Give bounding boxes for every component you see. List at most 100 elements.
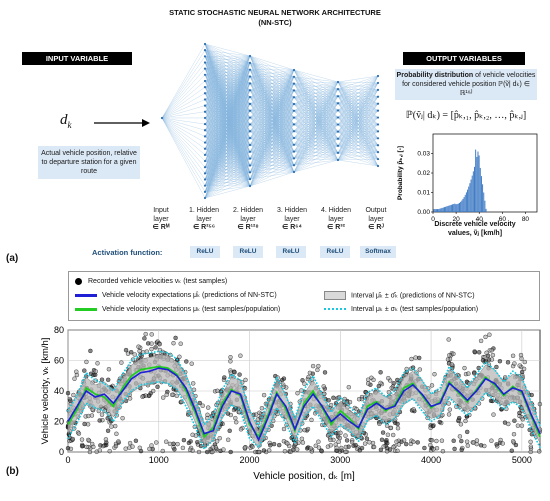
nn-neuron	[292, 170, 296, 174]
nn-connection	[204, 55, 251, 149]
recorded-point	[147, 393, 152, 398]
nn-connection	[293, 152, 339, 173]
recorded-point	[519, 369, 525, 375]
mini-bar	[459, 202, 460, 212]
recorded-point	[396, 442, 402, 447]
nn-connection	[204, 83, 251, 143]
nn-neuron	[203, 92, 207, 95]
legend-dot-icon	[75, 277, 82, 285]
recorded-point	[195, 440, 200, 445]
nn-connection	[293, 117, 339, 146]
recorded-point	[193, 433, 199, 438]
recorded-point	[487, 332, 492, 337]
recorded-point	[89, 413, 95, 418]
nn-neuron	[292, 136, 296, 140]
nn-connection	[293, 131, 339, 139]
recorded-point	[119, 360, 124, 365]
nn-connection	[249, 69, 295, 187]
recorded-point	[309, 417, 314, 423]
recorded-point	[106, 377, 111, 382]
nn-connection	[293, 81, 339, 173]
nn-connection	[204, 83, 251, 199]
nn-neuron	[203, 104, 207, 107]
nn-neuron	[203, 141, 207, 144]
recorded-point	[160, 448, 165, 454]
nn-connection	[249, 69, 295, 152]
recorded-point	[510, 353, 516, 358]
recorded-point	[459, 447, 464, 452]
recorded-point	[305, 426, 311, 432]
mini-bar	[474, 166, 475, 212]
recorded-point	[386, 376, 391, 381]
recorded-point	[371, 444, 377, 450]
output-variables-label: OUTPUT VARIABLES	[403, 52, 525, 65]
recorded-point	[72, 376, 77, 381]
recorded-point	[172, 447, 177, 452]
nn-neuron	[248, 89, 252, 92]
recorded-point	[222, 375, 227, 380]
nn-neuron	[292, 68, 296, 72]
nn-neuron	[203, 184, 207, 187]
recorded-point	[459, 438, 464, 444]
nn-neuron	[376, 109, 380, 112]
recorded-point	[316, 439, 321, 444]
recorded-point	[489, 357, 495, 362]
recorded-point	[447, 407, 452, 412]
nn-connection	[204, 90, 251, 143]
nn-connection	[337, 75, 379, 97]
nn-connection	[204, 62, 251, 100]
mini-bar	[470, 179, 472, 212]
nn-connection	[337, 145, 379, 161]
nn-neuron	[248, 82, 252, 85]
recorded-point	[228, 355, 233, 360]
nn-connection	[204, 83, 251, 180]
velocity-distribution-chart: 0 20 40 60 80 0.00 0.01 0.02 0.03 Probability p̂ₖ…	[396, 133, 538, 223]
recorded-point	[257, 410, 262, 415]
nn-connection	[249, 69, 295, 146]
recorded-point	[446, 337, 451, 342]
recorded-point	[177, 354, 182, 359]
architecture-title: STATIC STOCHASTIC NEURAL NETWORK ARCHITE…	[169, 8, 381, 27]
nn-connection	[204, 151, 251, 199]
recorded-point	[484, 350, 489, 355]
nn-neuron	[203, 86, 207, 89]
nn-connection	[293, 81, 339, 159]
recorded-point	[472, 350, 478, 355]
nn-connection	[249, 110, 295, 187]
recorded-point	[98, 443, 103, 448]
nn-connection	[161, 74, 206, 119]
recorded-point	[521, 366, 527, 372]
recorded-point	[70, 436, 75, 442]
mini-bar	[478, 155, 480, 212]
recorded-point	[437, 419, 442, 425]
recorded-point	[271, 441, 277, 447]
recorded-point	[142, 336, 147, 341]
nn-connection	[337, 131, 379, 161]
nn-connection	[204, 144, 251, 192]
mini-bar	[471, 175, 473, 212]
nn-neuron	[203, 42, 207, 46]
nn-connection	[204, 103, 251, 192]
nn-connection	[293, 89, 339, 173]
recorded-point	[184, 359, 189, 364]
mini-bar	[446, 206, 448, 212]
recorded-point	[238, 353, 243, 358]
nn-neuron	[248, 123, 252, 126]
nn-connection	[204, 62, 251, 131]
recorded-point	[343, 449, 348, 455]
velocity-position-chart: 0 1000 2000 3000 4000 5000 0 20 40 60 80 Vehicle po…	[40, 325, 543, 482]
recorded-point	[511, 432, 517, 437]
nn-connection	[204, 55, 251, 180]
nn-neuron	[336, 158, 340, 162]
nn-connection	[204, 97, 251, 199]
nn-connection	[293, 90, 339, 125]
recorded-point	[462, 365, 467, 371]
nn-connection	[337, 82, 379, 161]
recorded-point	[76, 431, 82, 436]
recorded-point	[136, 344, 141, 349]
nn-connection	[204, 55, 251, 125]
recorded-point	[380, 430, 386, 435]
nn-connection	[293, 144, 339, 154]
nn-connection	[293, 124, 339, 132]
nn-neuron	[203, 196, 207, 200]
